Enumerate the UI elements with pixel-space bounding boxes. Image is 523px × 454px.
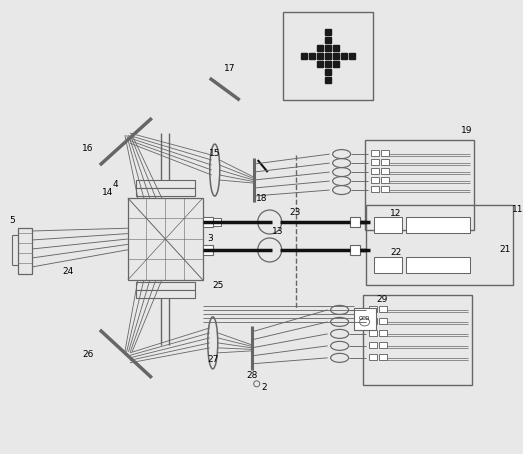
Bar bbox=[18, 228, 32, 274]
Text: 16: 16 bbox=[82, 143, 94, 153]
Bar bbox=[379, 306, 386, 312]
Bar bbox=[349, 245, 360, 255]
Bar bbox=[381, 186, 389, 192]
Bar bbox=[349, 217, 360, 227]
Bar bbox=[405, 217, 471, 233]
Text: 29: 29 bbox=[376, 296, 387, 305]
Ellipse shape bbox=[258, 210, 282, 234]
Bar bbox=[379, 330, 386, 336]
Text: 2: 2 bbox=[261, 383, 267, 392]
Text: 25: 25 bbox=[212, 281, 223, 291]
Bar bbox=[325, 77, 331, 83]
Bar bbox=[316, 53, 323, 59]
Text: 12: 12 bbox=[390, 208, 401, 217]
Bar bbox=[325, 61, 331, 67]
Bar bbox=[309, 53, 315, 59]
Text: 26: 26 bbox=[82, 350, 94, 360]
Text: 27: 27 bbox=[207, 355, 219, 365]
Bar bbox=[333, 45, 338, 51]
Bar bbox=[381, 150, 389, 156]
Text: 13: 13 bbox=[272, 227, 283, 237]
Text: 4: 4 bbox=[113, 179, 119, 188]
Bar bbox=[381, 168, 389, 174]
Bar bbox=[371, 150, 379, 156]
Bar bbox=[369, 342, 377, 348]
Bar bbox=[136, 282, 195, 290]
Bar bbox=[301, 53, 306, 59]
Bar bbox=[354, 308, 376, 330]
Bar bbox=[325, 29, 331, 35]
Bar bbox=[379, 342, 386, 348]
Bar bbox=[316, 45, 323, 51]
Bar bbox=[405, 257, 471, 273]
Text: 23: 23 bbox=[289, 207, 300, 217]
Text: 5: 5 bbox=[9, 216, 15, 225]
Text: 3: 3 bbox=[207, 234, 213, 243]
Bar bbox=[371, 177, 379, 183]
Bar bbox=[340, 53, 347, 59]
Bar bbox=[349, 53, 355, 59]
Bar bbox=[316, 61, 323, 67]
Text: 22: 22 bbox=[390, 248, 401, 257]
Text: CCD: CCD bbox=[359, 316, 370, 321]
Bar bbox=[373, 257, 402, 273]
Bar bbox=[213, 218, 221, 226]
Text: 15: 15 bbox=[209, 148, 221, 158]
Bar bbox=[325, 69, 331, 75]
Text: 24: 24 bbox=[62, 267, 74, 276]
Bar bbox=[325, 45, 331, 51]
Text: 21: 21 bbox=[500, 246, 511, 255]
Bar bbox=[379, 354, 386, 360]
Bar bbox=[282, 12, 372, 100]
Text: 17: 17 bbox=[224, 64, 235, 73]
Bar bbox=[136, 290, 195, 298]
Bar bbox=[379, 318, 386, 324]
Bar bbox=[203, 217, 213, 227]
Bar bbox=[333, 61, 338, 67]
Bar bbox=[325, 37, 331, 43]
Ellipse shape bbox=[258, 238, 282, 262]
Bar bbox=[371, 159, 379, 165]
Bar bbox=[381, 159, 389, 165]
Bar bbox=[371, 186, 379, 192]
Text: 19: 19 bbox=[461, 126, 472, 134]
Bar bbox=[381, 177, 389, 183]
Bar bbox=[128, 198, 203, 280]
Bar bbox=[136, 188, 195, 196]
Bar bbox=[369, 354, 377, 360]
Bar bbox=[203, 245, 213, 255]
Bar bbox=[369, 318, 377, 324]
Bar bbox=[366, 205, 514, 285]
Text: 11: 11 bbox=[511, 204, 523, 213]
Bar bbox=[369, 306, 377, 312]
Bar bbox=[325, 53, 331, 59]
Bar bbox=[365, 140, 474, 230]
Text: 28: 28 bbox=[246, 371, 257, 380]
Bar bbox=[333, 53, 338, 59]
Bar bbox=[362, 295, 472, 385]
Bar bbox=[373, 217, 402, 233]
Text: 18: 18 bbox=[256, 193, 267, 202]
Bar bbox=[371, 168, 379, 174]
Bar bbox=[369, 330, 377, 336]
Text: 14: 14 bbox=[102, 188, 113, 197]
Bar bbox=[136, 180, 195, 188]
